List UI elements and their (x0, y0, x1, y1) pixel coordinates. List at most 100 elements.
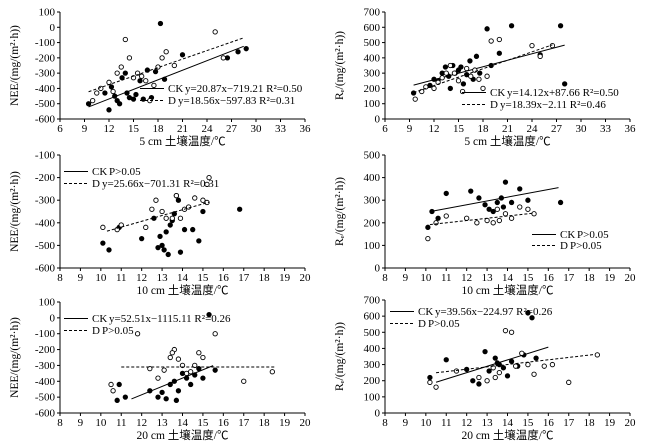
y-tick-label: 700 (364, 295, 381, 307)
legend-series-name: CK (418, 306, 433, 318)
d-point (175, 356, 182, 362)
d-point (427, 379, 433, 385)
d-point (464, 215, 470, 221)
ck-point (175, 197, 182, 203)
y-tick-label: 300 (364, 195, 381, 207)
d-point (525, 206, 531, 212)
x-tick-label: 19 (279, 272, 291, 284)
x-tick-label: 20 (625, 417, 637, 429)
ck-point (171, 211, 177, 217)
ck-point (410, 90, 417, 96)
ck-point (447, 85, 453, 92)
panel-nee-10cm: 8 9 10 11 12 13 14 15 16 17 18 19 20 -600 -500 -400 -300… (9, 150, 311, 298)
x-tick-label: 18 (478, 123, 490, 135)
ck-point (106, 107, 112, 113)
legend-series-name: D (490, 99, 498, 111)
ck-point (159, 389, 165, 396)
y-tick-label: -300 (35, 68, 56, 80)
y-tick-label: 300 (364, 359, 381, 371)
d-point (188, 369, 194, 375)
y-tick-label: 200 (364, 217, 381, 229)
x-tick-label: 20 (300, 272, 312, 284)
ck-point (116, 101, 123, 107)
d-point (529, 42, 535, 49)
ck-point (486, 368, 492, 374)
d-point (494, 206, 500, 212)
d-point (488, 38, 494, 44)
x-tick-label: 6 (382, 123, 388, 135)
legend-series-name: D (168, 95, 176, 107)
d-point (496, 36, 502, 43)
x-tick-label: 9 (403, 417, 409, 429)
ck-point (173, 397, 180, 403)
d-point (110, 88, 116, 95)
ck-point (490, 208, 496, 215)
d-fit-line (106, 201, 210, 232)
y-tick-label: -100 (35, 328, 56, 340)
ck-fit-line (88, 45, 244, 108)
ck-point (482, 349, 488, 355)
ck-point (557, 199, 564, 206)
x-tick-label: 9 (407, 123, 413, 135)
ck-point (460, 81, 467, 87)
ck-point (504, 373, 511, 379)
legend-series-name: D (92, 178, 100, 190)
y-tick-label: -500 (35, 98, 56, 110)
d-point (451, 70, 458, 76)
ck-point (212, 367, 218, 373)
d-point (459, 88, 466, 95)
legend-series-name: D (92, 325, 100, 337)
d-point (480, 85, 486, 92)
d-point (90, 98, 96, 104)
ck-point (500, 365, 507, 371)
y-tick-label: -600 (35, 408, 56, 420)
ck-point (114, 397, 120, 403)
y-tick-label: 600 (364, 311, 381, 323)
legend-series-name: CK (92, 313, 107, 325)
legend-series-name: CK (92, 166, 107, 178)
d-point (468, 73, 474, 79)
d-point (220, 55, 226, 61)
x-tick-label: 15 (197, 417, 209, 429)
ck-point (470, 378, 476, 384)
ck-point (177, 249, 184, 255)
x-tick-label: 18 (259, 272, 271, 284)
ck-point (139, 235, 145, 242)
ck-point (529, 315, 535, 321)
panel-nee-5cm: 6 9 12 15 18 21 24 27 30 33 36 -600 -500 -400 -300 -200… (9, 7, 311, 149)
ck-point (161, 247, 167, 253)
ck-point (175, 388, 182, 394)
y-tick-label: 700 (364, 7, 381, 19)
ck-point (477, 70, 483, 76)
ck-point (473, 53, 480, 59)
ck-point (562, 81, 568, 87)
x-tick-label: 13 (482, 417, 494, 429)
y-tick-label: -500 (35, 240, 56, 252)
x-tick-label: 27 (551, 123, 563, 135)
x-axis-label: 20 cm 土壤温度/℃ (462, 428, 554, 442)
d-point (94, 90, 100, 96)
y-tick-label: -200 (35, 172, 56, 184)
ck-point (427, 374, 433, 381)
x-tick-label: 10 (95, 417, 107, 429)
ck-point (155, 245, 161, 251)
x-tick-label: 15 (522, 272, 534, 284)
ck-point (181, 226, 188, 233)
d-point (484, 217, 490, 224)
x-tick-label: 6 (57, 123, 63, 135)
legend-equation: y=20.87x−719.21 R²=0.50 (185, 83, 303, 95)
d-point (531, 211, 537, 217)
y-tick-label: 500 (364, 37, 381, 49)
y-tick-label: -200 (35, 52, 56, 64)
x-tick-label: 13 (157, 417, 169, 429)
y-tick-label: 200 (364, 83, 381, 95)
d-point (513, 363, 519, 369)
y-tick-label: 100 (39, 7, 56, 19)
x-tick-label: 12 (429, 123, 440, 135)
d-point (443, 213, 449, 219)
y-tick-label: 300 (364, 68, 381, 80)
d-point (517, 204, 523, 210)
d-fit-line (429, 212, 535, 226)
ck-point (525, 197, 531, 203)
d-point (143, 78, 149, 84)
